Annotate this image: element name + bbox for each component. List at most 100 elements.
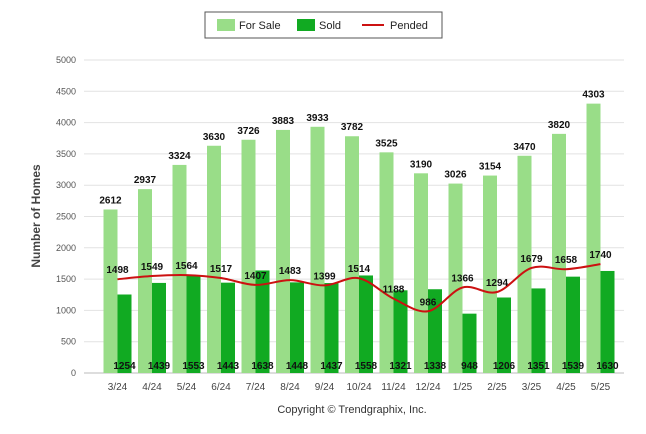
- x-axis-ticks: 3/24 4/24 5/24 6/24 7/24 8/24 9/24 10/24 11/24 12…: [108, 382, 611, 393]
- legend-box: [204, 11, 443, 39]
- y-axis-ticks: 0 500 1000 1500 2000 2500 3000 3500 4000 4500 5000: [56, 55, 76, 378]
- sold-bar: [462, 313, 477, 373]
- for-sale-value-label: 3324: [168, 151, 191, 162]
- for-sale-value-label: 3190: [410, 159, 433, 170]
- sold-value-label: 1437: [320, 361, 343, 372]
- for-sale-value-label: 4303: [582, 90, 605, 101]
- sold-value-label: 1638: [251, 361, 274, 372]
- sold-value-label: 1338: [424, 361, 447, 372]
- for-sale-value-label: 3883: [272, 116, 295, 127]
- y-tick-label: 5000: [56, 55, 76, 65]
- sold-bar: [531, 288, 546, 373]
- for-sale-value-label: 2612: [99, 195, 122, 206]
- x-tick-label: 12/24: [415, 382, 440, 393]
- pended-value-label: 1366: [451, 273, 474, 284]
- x-tick-label: 11/24: [381, 382, 406, 393]
- sold-bar: [600, 270, 615, 373]
- sold-value-label: 1254: [113, 361, 136, 372]
- for-sale-value-label: 3630: [203, 132, 226, 143]
- x-tick-label: 5/25: [591, 382, 611, 393]
- for-sale-bar: [103, 209, 118, 373]
- y-tick-label: 2500: [56, 212, 76, 222]
- y-tick-label: 3000: [56, 180, 76, 190]
- sold-bar: [497, 297, 511, 373]
- sold-value-label: 1439: [148, 361, 171, 372]
- x-tick-label: 4/25: [556, 382, 576, 393]
- for-sale-bar: [586, 103, 601, 373]
- for-sale-bar: [241, 139, 256, 373]
- for-sale-bar: [276, 129, 290, 373]
- sold-bar: [393, 290, 408, 373]
- for-sale-value-label: 3470: [513, 142, 536, 153]
- sold-bar: [152, 282, 166, 373]
- y-tick-label: 4500: [56, 86, 76, 96]
- y-tick-label: 2000: [56, 243, 76, 253]
- sold-bar: [290, 282, 304, 373]
- pended-line: [117, 263, 601, 313]
- for-sale-value-label: 2937: [134, 175, 157, 186]
- y-tick-label: 4000: [56, 118, 76, 128]
- x-tick-label: 5/24: [177, 382, 197, 393]
- legend-sold-swatch: [297, 19, 315, 31]
- for-sale-bar: [345, 136, 359, 373]
- bar-layer: [103, 103, 615, 374]
- pended-value-label: 1549: [141, 262, 164, 273]
- pended-value-label: 1498: [106, 265, 129, 276]
- x-tick-label: 9/24: [315, 382, 335, 393]
- copyright-text: Copyright © Trendgraphix, Inc.: [277, 404, 426, 416]
- sold-value-label: 1206: [493, 361, 516, 372]
- for-sale-bar: [207, 145, 221, 373]
- x-tick-label: 3/24: [108, 382, 128, 393]
- legend-pended-label: Pended: [390, 20, 428, 32]
- pended-value-label: 1294: [486, 278, 509, 289]
- for-sale-bar: [310, 126, 325, 374]
- x-tick-label: 8/24: [280, 382, 300, 393]
- pended-value-label: 1740: [589, 250, 612, 261]
- pended-value-label: 1407: [244, 271, 267, 282]
- pended-value-label: 1483: [279, 266, 302, 277]
- for-sale-bar: [172, 164, 187, 373]
- x-tick-label: 6/24: [211, 382, 231, 393]
- for-sale-value-label: 3782: [341, 122, 364, 133]
- data-label-layer: 2612 1254 1498 2937 1439 1549 3324 1553 1564 3630…: [99, 90, 619, 372]
- for-sale-value-label: 3933: [306, 113, 329, 124]
- for-sale-bar: [552, 133, 566, 373]
- pended-value-label: 986: [420, 297, 437, 308]
- y-tick-label: 0: [71, 368, 76, 378]
- for-sale-bar: [517, 155, 532, 373]
- sold-value-label: 948: [461, 361, 478, 372]
- sold-bar: [186, 275, 201, 373]
- for-sale-bar: [138, 189, 152, 373]
- for-sale-bar: [414, 173, 428, 373]
- legend: For Sale Sold Pended: [204, 11, 443, 39]
- x-tick-label: 4/24: [142, 382, 162, 393]
- for-sale-value-label: 3820: [548, 120, 571, 131]
- x-tick-label: 10/24: [346, 382, 371, 393]
- x-tick-label: 2/25: [487, 382, 507, 393]
- x-tick-label: 1/25: [453, 382, 473, 393]
- sold-bar: [359, 275, 373, 373]
- for-sale-bar: [483, 175, 497, 373]
- for-sale-value-label: 3726: [237, 126, 260, 137]
- y-tick-label: 1500: [56, 274, 76, 284]
- sold-bar: [117, 294, 132, 373]
- y-axis-title: Number of Homes: [29, 164, 43, 268]
- pended-value-label: 1679: [520, 254, 543, 265]
- legend-for-sale-label: For Sale: [239, 20, 281, 32]
- sold-value-label: 1630: [596, 361, 619, 372]
- sold-value-label: 1321: [389, 361, 412, 372]
- line-layer: [117, 263, 601, 313]
- pended-value-label: 1188: [383, 285, 405, 296]
- sold-value-label: 1448: [286, 361, 309, 372]
- x-tick-label: 3/25: [522, 382, 542, 393]
- sold-value-label: 1443: [217, 361, 240, 372]
- sold-value-label: 1351: [527, 361, 550, 372]
- pended-value-label: 1658: [555, 255, 578, 266]
- for-sale-value-label: 3026: [444, 170, 467, 181]
- sold-value-label: 1539: [562, 361, 585, 372]
- sold-bar: [566, 276, 580, 373]
- legend-for-sale-swatch: [217, 19, 235, 31]
- legend-sold-label: Sold: [319, 20, 341, 32]
